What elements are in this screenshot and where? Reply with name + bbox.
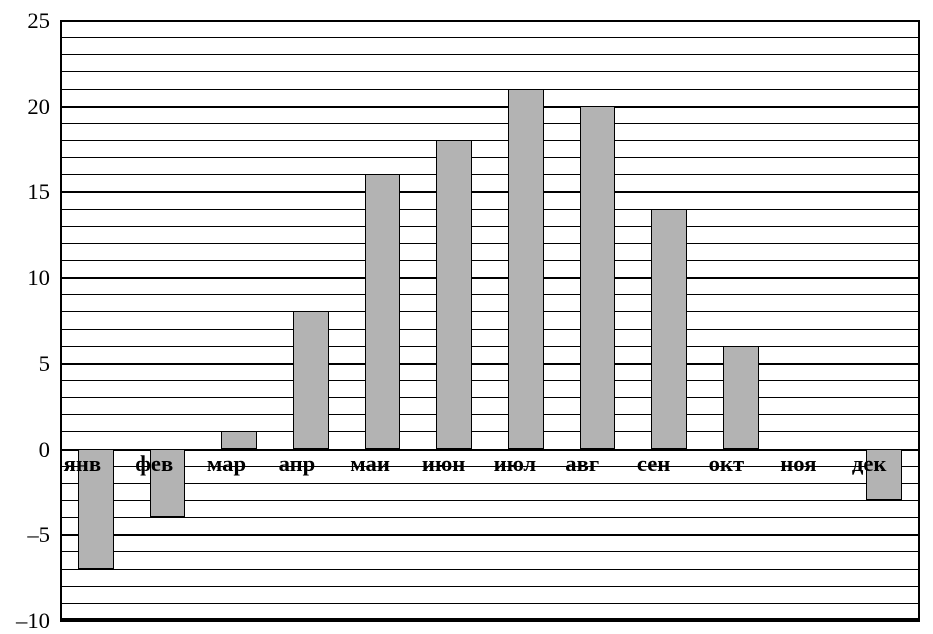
x-axis-label: окт [709, 451, 745, 477]
x-axis-label: июн [422, 451, 465, 477]
x-axis-label: маи [350, 451, 390, 477]
y-axis-label: –5 [0, 522, 50, 548]
x-axis-label: сен [637, 451, 670, 477]
x-axis-label: фев [135, 451, 173, 477]
y-axis-label: 5 [0, 351, 50, 377]
x-axis-label: ноя [780, 451, 816, 477]
plot-border [60, 20, 920, 620]
bar [436, 140, 472, 449]
y-axis-label: 15 [0, 179, 50, 205]
y-axis-label: –10 [0, 608, 50, 634]
bar [221, 431, 257, 448]
x-axis-label: июл [494, 451, 537, 477]
bar [580, 106, 616, 449]
y-axis-label: 20 [0, 94, 50, 120]
x-axis-label: апр [279, 451, 316, 477]
x-axis-label: авг [565, 451, 599, 477]
y-axis-label: 10 [0, 265, 50, 291]
bar [293, 311, 329, 448]
bar [651, 209, 687, 449]
bar-chart: 25 20 15 10 5 0 –5 –10 янв фев мар апр маи июн июл авг с… [0, 0, 933, 633]
major-gridline [60, 620, 920, 622]
x-axis-label: янв [64, 451, 102, 477]
y-axis-label: 25 [0, 8, 50, 34]
x-axis-label: мар [207, 451, 246, 477]
bar [723, 346, 759, 449]
x-axis-label: дек [852, 451, 887, 477]
y-axis-label: 0 [0, 437, 50, 463]
bar [508, 89, 544, 449]
bar [365, 174, 401, 448]
